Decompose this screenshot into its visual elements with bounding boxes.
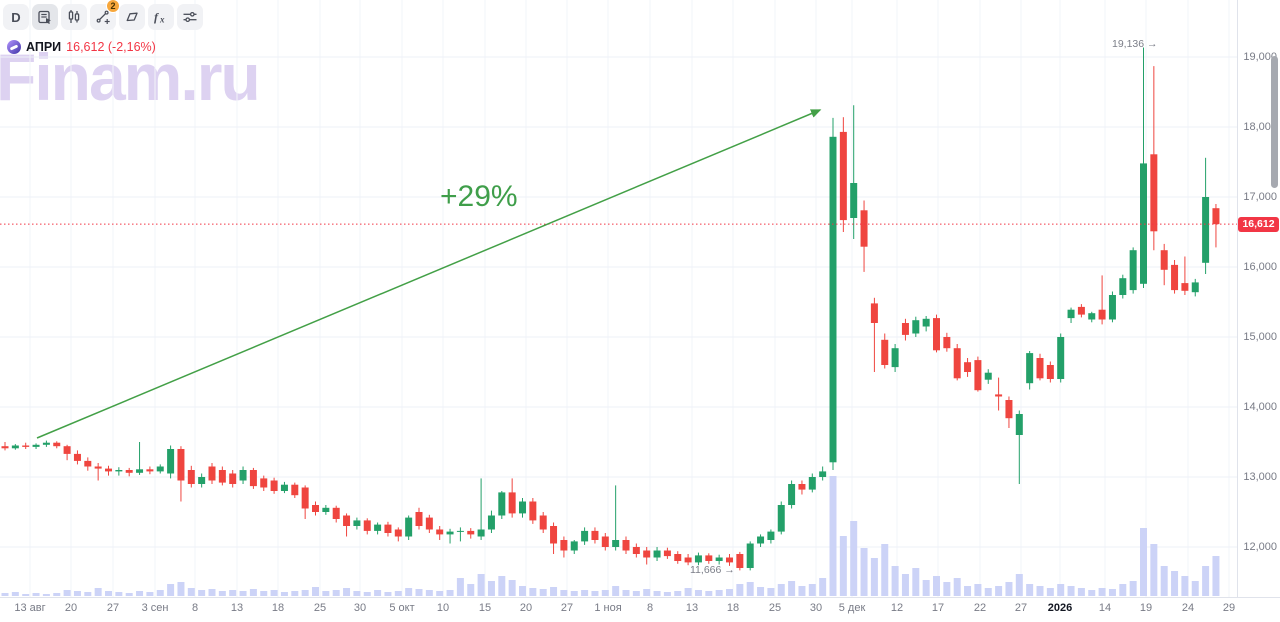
settings-button[interactable]	[177, 4, 203, 30]
candles-layer	[1, 47, 1220, 571]
time-axis-label: 13	[685, 602, 699, 614]
time-axis-label: 18	[726, 602, 740, 614]
polygon-icon	[124, 9, 140, 25]
gain-annotation[interactable]: +29%	[440, 180, 518, 213]
time-axis-label: 27	[106, 602, 120, 614]
time-axis-separator	[0, 597, 1280, 598]
price-axis-label: 14,000	[1243, 401, 1277, 413]
time-axis-label: 2026	[1047, 602, 1073, 614]
time-axis-label: 30	[353, 602, 367, 614]
symbol-legend[interactable]: АПРИ 16,612 (-2,16%)	[7, 40, 156, 54]
chart-panel-button[interactable]	[32, 4, 58, 30]
grid-layer	[0, 0, 1237, 597]
price-axis-label: 18,000	[1243, 121, 1277, 133]
time-axis-label: 13	[230, 602, 244, 614]
symbol-quote-change: 16,612 (-2,16%)	[66, 40, 156, 54]
vertical-scrollbar[interactable]	[1271, 56, 1278, 188]
time-axis-label: 5 дек	[838, 602, 866, 614]
time-axis-label: 19	[1139, 602, 1153, 614]
price-axis-label: 12,000	[1243, 541, 1277, 553]
time-axis-label: 18	[271, 602, 285, 614]
time-axis-label: 8	[191, 602, 199, 614]
time-axis-label: 8	[646, 602, 654, 614]
drawing-count-badge: 2	[106, 0, 120, 13]
trend-line-icon	[95, 9, 111, 25]
low-price-note[interactable]: 11,666 →	[690, 564, 735, 576]
draw-shape-button[interactable]	[119, 4, 145, 30]
timeframe-label: D	[11, 9, 21, 25]
chart-style-button[interactable]	[61, 4, 87, 30]
time-axis-label: 20	[64, 602, 78, 614]
price-axis-label: 16,000	[1243, 261, 1277, 273]
candles-icon	[66, 9, 82, 25]
time-axis-label: 10	[436, 602, 450, 614]
symbol-logo-icon	[7, 40, 21, 54]
draw-trendline-button[interactable]: 2	[90, 0, 120, 30]
svg-text:f: f	[154, 10, 159, 24]
trend-arrow-annotation[interactable]	[36, 109, 822, 439]
time-axis-label: 5 окт	[389, 602, 415, 614]
panel-cursor-icon	[37, 9, 53, 25]
time-axis-label: 30	[809, 602, 823, 614]
symbol-name: АПРИ	[26, 40, 62, 54]
time-axis-label: 27	[1014, 602, 1028, 614]
time-axis-label: 3 сен	[141, 602, 169, 614]
time-axis-label: 25	[768, 602, 782, 614]
svg-text:x: x	[159, 15, 165, 25]
volume-layer	[1, 476, 1220, 596]
time-axis-label: 25	[313, 602, 327, 614]
sliders-icon	[182, 9, 198, 25]
finam-watermark: Finam.ru	[0, 40, 261, 114]
time-axis-label: 20	[519, 602, 533, 614]
time-axis-label: 24	[1181, 602, 1195, 614]
time-axis-label: 14	[1098, 602, 1112, 614]
time-axis-label: 1 ноя	[594, 602, 622, 614]
price-axis-separator	[1237, 0, 1238, 597]
time-axis-label: 27	[560, 602, 574, 614]
timeframe-button[interactable]: D	[3, 4, 29, 30]
price-axis-label: 17,000	[1243, 191, 1277, 203]
time-axis-label: 15	[478, 602, 492, 614]
current-price-badge: 16,612	[1238, 216, 1279, 232]
time-axis-label: 17	[931, 602, 945, 614]
price-axis-label: 13,000	[1243, 471, 1277, 483]
time-axis-label: 12	[890, 602, 904, 614]
price-axis-label: 15,000	[1243, 331, 1277, 343]
time-axis-label: 29	[1222, 602, 1236, 614]
time-axis-label: 22	[973, 602, 987, 614]
high-price-note[interactable]: 19,136 →	[1112, 38, 1158, 50]
time-axis-label: 13 авг	[14, 602, 46, 614]
price-axis-label: 19,000	[1243, 51, 1277, 63]
